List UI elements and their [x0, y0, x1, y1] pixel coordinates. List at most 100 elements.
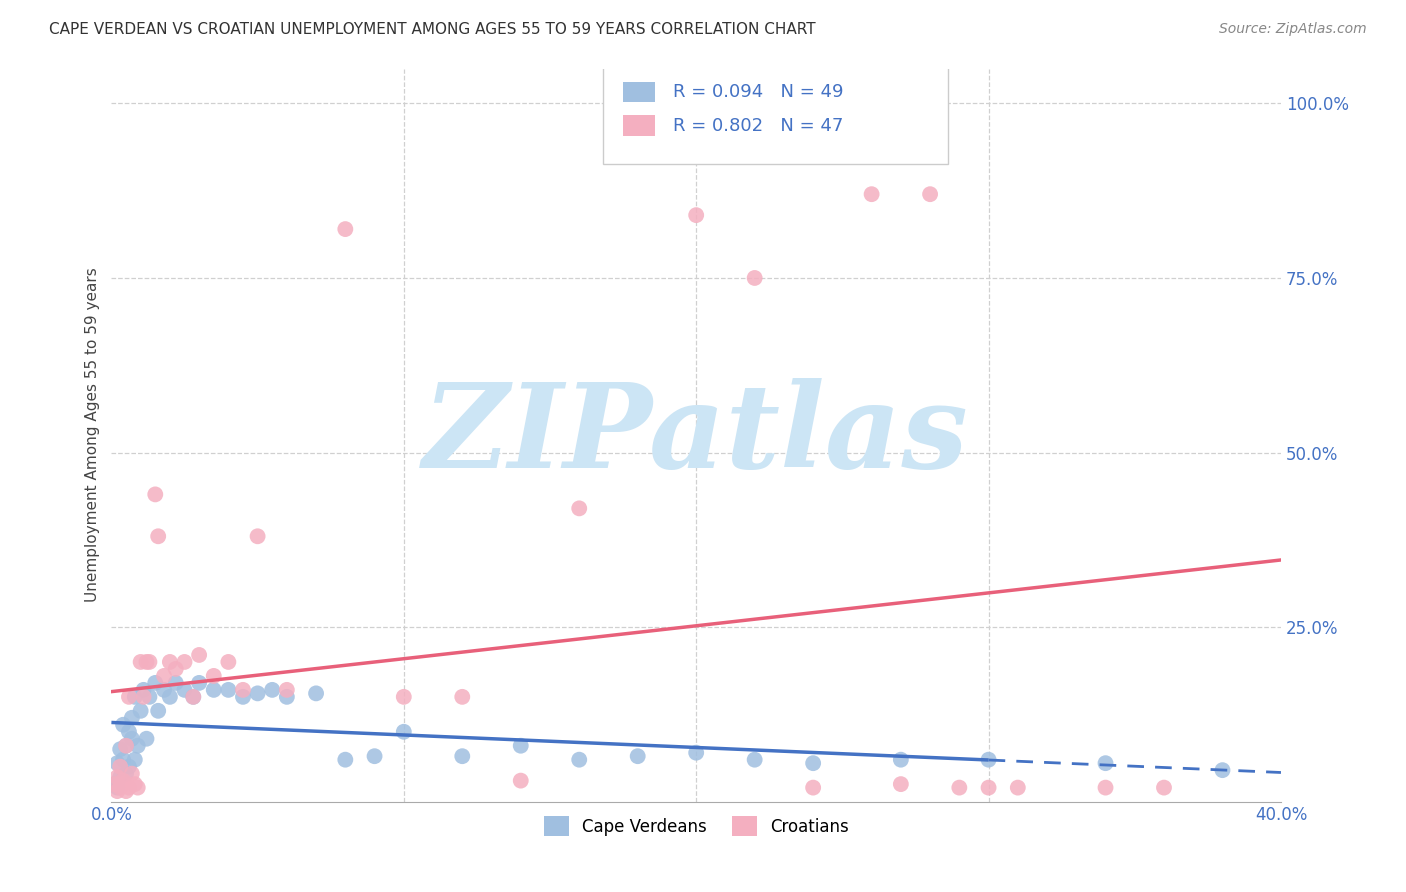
Point: [276, 690, 298, 704]
Point: [188, 648, 211, 662]
Text: CAPE VERDEAN VS CROATIAN UNEMPLOYMENT AMONG AGES 55 TO 59 YEARS CORRELATION CHAR: CAPE VERDEAN VS CROATIAN UNEMPLOYMENT AM…: [49, 22, 815, 37]
Point: [118, 690, 141, 704]
Point: [159, 690, 181, 704]
Point: [181, 690, 204, 704]
Point: [335, 753, 357, 767]
Point: [112, 718, 135, 732]
Text: R = 0.802   N = 47: R = 0.802 N = 47: [673, 117, 844, 135]
Point: [159, 655, 181, 669]
Point: [246, 686, 269, 700]
FancyBboxPatch shape: [623, 115, 655, 136]
Point: [115, 739, 138, 753]
Point: [202, 669, 225, 683]
Point: [1094, 756, 1116, 771]
Point: [105, 780, 128, 795]
Point: [509, 739, 531, 753]
Point: [246, 529, 269, 543]
Point: [627, 749, 650, 764]
Point: [276, 682, 298, 697]
Point: [105, 784, 128, 798]
Point: [392, 724, 415, 739]
Point: [115, 766, 138, 780]
Text: Source: ZipAtlas.com: Source: ZipAtlas.com: [1219, 22, 1367, 37]
Point: [148, 704, 170, 718]
Point: [173, 682, 195, 697]
Point: [153, 669, 176, 683]
Point: [127, 780, 149, 795]
Point: [165, 662, 187, 676]
Point: [105, 770, 128, 784]
Point: [103, 777, 125, 791]
Point: [744, 753, 766, 767]
Point: [801, 780, 824, 795]
Text: ZIPatlas: ZIPatlas: [423, 377, 969, 492]
Point: [127, 739, 149, 753]
Point: [890, 777, 912, 791]
Point: [363, 749, 385, 764]
Point: [1094, 780, 1116, 795]
Point: [108, 780, 131, 795]
Point: [568, 753, 591, 767]
Point: [124, 690, 146, 704]
Point: [1211, 763, 1233, 777]
Point: [115, 784, 138, 798]
Point: [124, 753, 146, 767]
Legend: Cape Verdeans, Croatians: Cape Verdeans, Croatians: [536, 807, 858, 845]
FancyBboxPatch shape: [623, 82, 655, 103]
Y-axis label: Unemployment Among Ages 55 to 59 years: Unemployment Among Ages 55 to 59 years: [86, 268, 100, 602]
Point: [262, 682, 284, 697]
Point: [165, 676, 187, 690]
Point: [305, 686, 328, 700]
Point: [685, 208, 707, 222]
Point: [118, 780, 141, 795]
Point: [335, 222, 357, 236]
Point: [143, 487, 166, 501]
Point: [451, 690, 474, 704]
Point: [132, 690, 155, 704]
Point: [232, 690, 254, 704]
Point: [105, 756, 128, 771]
Point: [173, 655, 195, 669]
Point: [217, 655, 239, 669]
Point: [920, 187, 942, 202]
Point: [129, 704, 152, 718]
Point: [744, 271, 766, 285]
Point: [890, 753, 912, 767]
Point: [568, 501, 591, 516]
Point: [121, 731, 143, 746]
Point: [129, 655, 152, 669]
Point: [121, 766, 143, 780]
Point: [112, 777, 135, 791]
Point: [132, 682, 155, 697]
Point: [108, 759, 131, 773]
Point: [108, 770, 131, 784]
Point: [392, 690, 415, 704]
Point: [1007, 780, 1029, 795]
Point: [135, 731, 157, 746]
Point: [181, 690, 204, 704]
Point: [202, 682, 225, 697]
Point: [451, 749, 474, 764]
Point: [153, 682, 176, 697]
Point: [103, 777, 125, 791]
Point: [108, 742, 131, 756]
Point: [112, 773, 135, 788]
Point: [115, 739, 138, 753]
Point: [948, 780, 970, 795]
Point: [118, 759, 141, 773]
Point: [121, 711, 143, 725]
Point: [188, 676, 211, 690]
Point: [148, 529, 170, 543]
Point: [801, 756, 824, 771]
Point: [977, 753, 1000, 767]
Point: [143, 676, 166, 690]
FancyBboxPatch shape: [603, 65, 948, 164]
Point: [509, 773, 531, 788]
Point: [685, 746, 707, 760]
Point: [118, 724, 141, 739]
Point: [124, 777, 146, 791]
Point: [138, 655, 160, 669]
Point: [112, 753, 135, 767]
Text: R = 0.094   N = 49: R = 0.094 N = 49: [673, 83, 844, 101]
Point: [135, 655, 157, 669]
